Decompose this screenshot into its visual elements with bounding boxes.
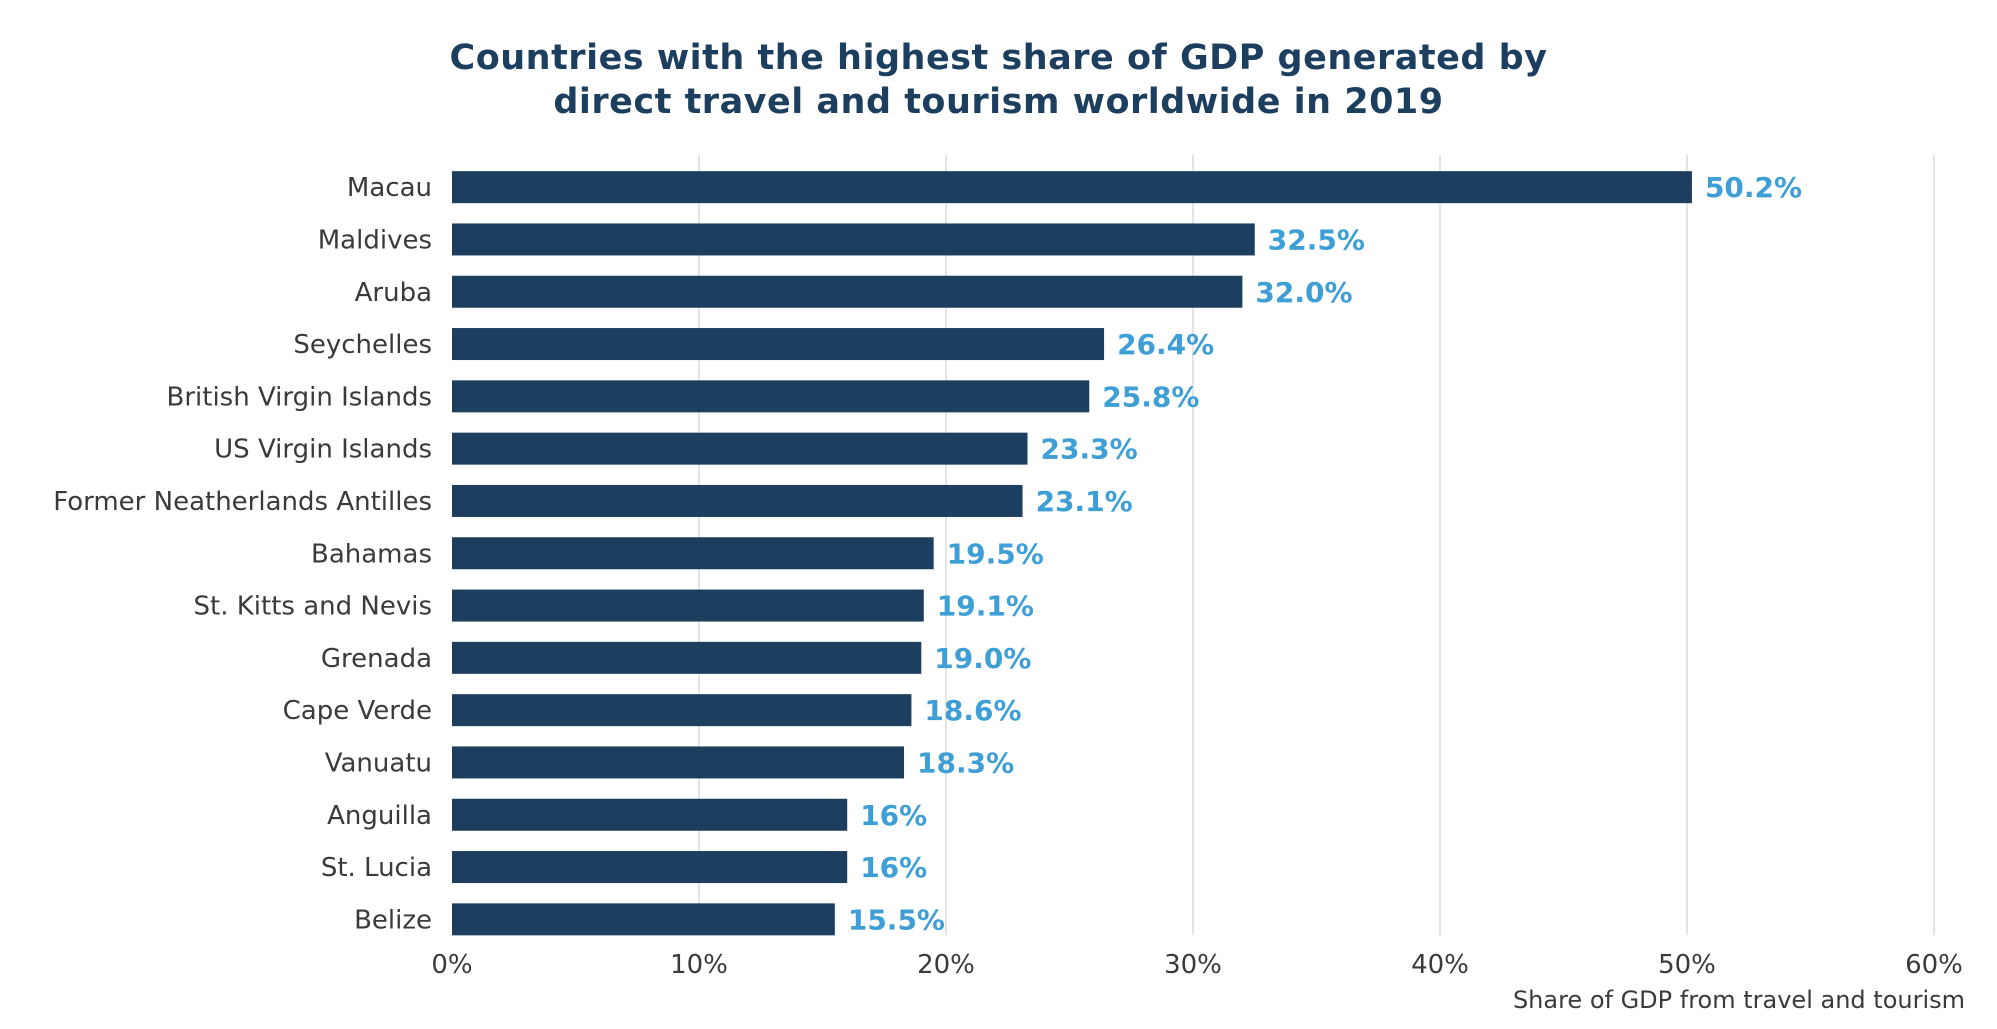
bar bbox=[452, 380, 1090, 413]
category-label: Aruba bbox=[355, 278, 432, 308]
x-axis-label: Share of GDP from travel and tourism bbox=[1513, 986, 1965, 1014]
x-tick-label: 60% bbox=[1905, 950, 1963, 980]
chart-title-line-1: Countries with the highest share of GDP … bbox=[449, 38, 1548, 78]
bar bbox=[452, 641, 922, 674]
category-label: Vanuatu bbox=[325, 748, 432, 778]
bar bbox=[452, 223, 1255, 256]
data-label: 32.5% bbox=[1268, 223, 1365, 256]
data-label: 19.0% bbox=[934, 642, 1031, 675]
data-label: 15.5% bbox=[848, 903, 945, 936]
data-label: 25.8% bbox=[1102, 380, 1199, 413]
category-label: Cape Verde bbox=[283, 696, 432, 726]
data-label: 26.4% bbox=[1117, 328, 1214, 361]
category-label: Maldives bbox=[318, 225, 432, 255]
data-label: 16% bbox=[860, 799, 927, 832]
category-label: St. Kitts and Nevis bbox=[194, 592, 432, 622]
bar bbox=[452, 484, 1023, 517]
bar bbox=[452, 589, 924, 622]
data-label: 18.3% bbox=[917, 746, 1014, 779]
bar bbox=[452, 432, 1028, 465]
bar bbox=[452, 851, 848, 884]
category-label: Seychelles bbox=[293, 330, 432, 360]
bar bbox=[452, 746, 905, 779]
bar bbox=[452, 903, 835, 936]
category-label: Grenada bbox=[321, 644, 432, 674]
x-tick-label: 30% bbox=[1164, 950, 1222, 980]
category-labels: Macau Maldives Aruba Seychelles British Virg… bbox=[53, 173, 432, 935]
data-label: 18.6% bbox=[924, 694, 1021, 727]
data-label: 50.2% bbox=[1705, 171, 1802, 204]
bar bbox=[452, 798, 848, 831]
bar bbox=[452, 275, 1243, 308]
category-label: Anguilla bbox=[327, 801, 432, 831]
category-label: St. Lucia bbox=[321, 853, 432, 883]
bar bbox=[452, 328, 1105, 361]
category-label: Macau bbox=[347, 173, 432, 203]
bar bbox=[452, 694, 912, 727]
data-label: 32.0% bbox=[1255, 276, 1352, 309]
data-label: 23.1% bbox=[1036, 485, 1133, 518]
value-labels: 50.2% 32.5% 32.0% 26.4% 25.8% 23.3% 23.1% 19.5%… bbox=[848, 171, 1802, 936]
x-tick-label: 50% bbox=[1658, 950, 1716, 980]
x-tick-label: 10% bbox=[670, 950, 728, 980]
x-axis-ticks: 0% 10% 20% 30% 40% 50% 60% bbox=[431, 950, 1963, 980]
data-label: 19.1% bbox=[937, 590, 1034, 623]
bars bbox=[452, 171, 1692, 936]
bar bbox=[452, 537, 934, 570]
category-label: US Virgin Islands bbox=[214, 435, 432, 465]
bar bbox=[452, 171, 1692, 204]
data-label: 16% bbox=[860, 851, 927, 884]
x-tick-label: 0% bbox=[431, 950, 472, 980]
category-label: Belize bbox=[354, 905, 432, 935]
x-tick-label: 40% bbox=[1411, 950, 1469, 980]
data-label: 23.3% bbox=[1041, 433, 1138, 466]
chart-title-line-2: direct travel and tourism worldwide in 2… bbox=[553, 82, 1444, 122]
chart-title: Countries with the highest share of GDP … bbox=[0, 36, 1997, 124]
category-label: British Virgin Islands bbox=[167, 382, 433, 412]
data-label: 19.5% bbox=[947, 537, 1044, 570]
category-label: Former Neatherlands Antilles bbox=[53, 487, 432, 517]
category-label: Bahamas bbox=[311, 539, 432, 569]
x-tick-label: 20% bbox=[917, 950, 975, 980]
